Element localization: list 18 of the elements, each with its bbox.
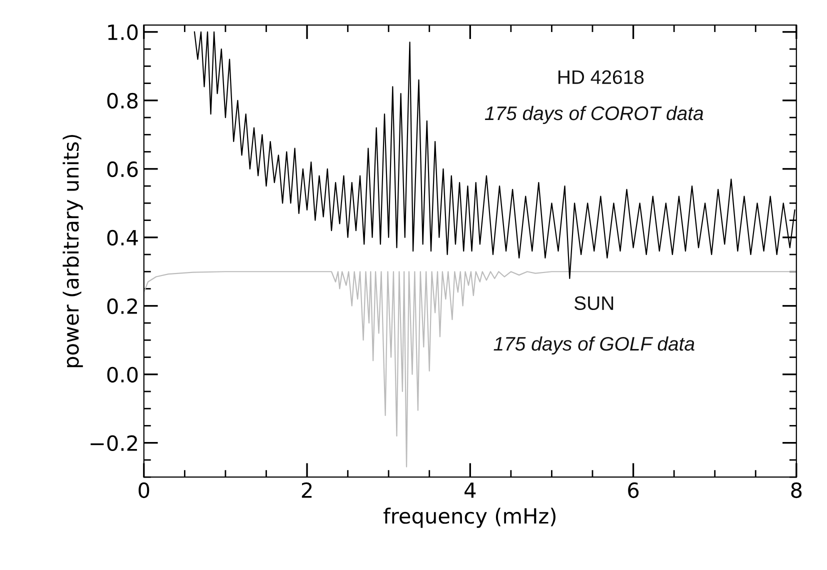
annotation: SUN [574,296,614,310]
x-tick-label: 4 [464,482,476,498]
x-tick-label: 8 [791,482,802,498]
x-axis-title: frequency (mHz) [384,508,556,528]
annotation: 175 days of COROT data [484,106,704,124]
annotation: HD 42618 [558,70,644,84]
x-tick-label: 6 [628,482,639,498]
y-tick-label: 0.2 [107,298,137,314]
y-tick-label: 0.8 [107,92,138,109]
x-tick-label: 0 [138,482,150,498]
y-tick-label: 0.4 [107,230,138,246]
y-tick-label: 1.0 [108,24,138,40]
y-axis-title: power (arbitrary units) [62,134,83,368]
annotation: 175 days of GOLF data [494,336,694,355]
y-tick-label: 0.0 [107,366,138,383]
y-tick-label: 0.6 [107,161,138,178]
y-tick-label: −0.2 [90,435,137,452]
x-tick-label: 2 [302,482,312,498]
